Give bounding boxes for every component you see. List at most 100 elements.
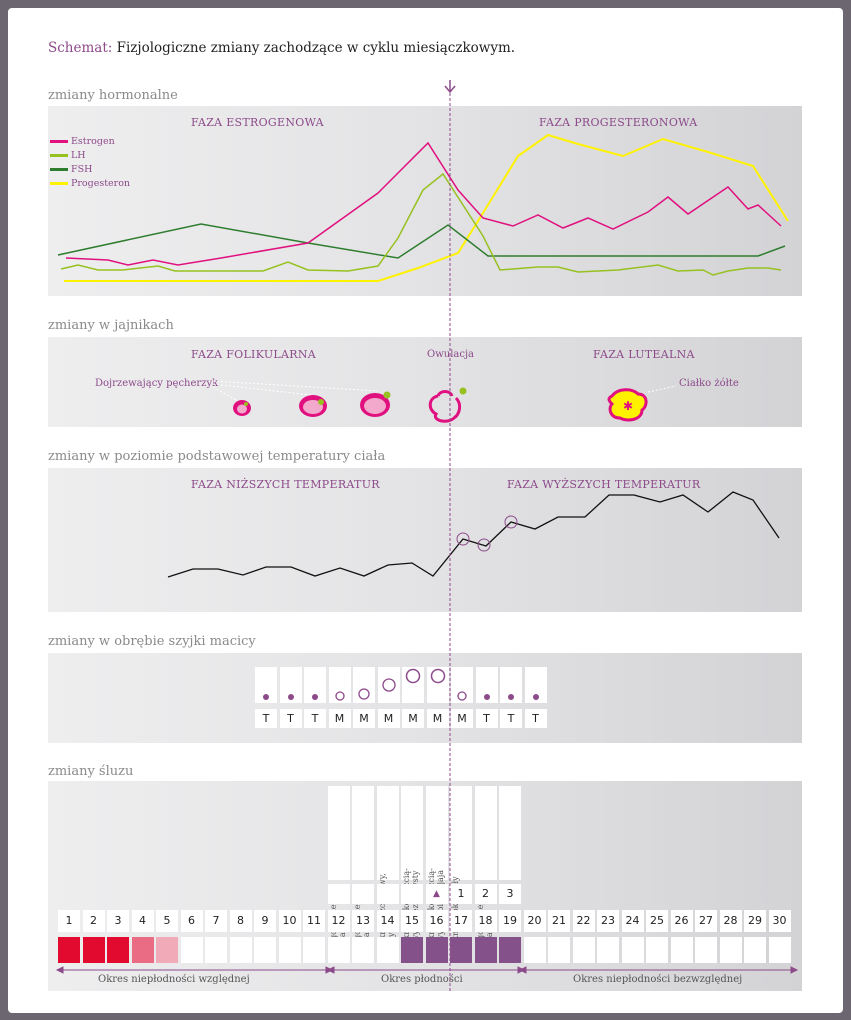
cervix-box [279, 667, 302, 703]
day-number: 30 [768, 910, 791, 932]
corpus-luteum-label: Ciałko żółte [679, 378, 739, 389]
legend-estrogen: Estrogen [50, 135, 130, 149]
svg-text:✱: ✱ [623, 399, 633, 413]
empty-cell [352, 884, 374, 904]
day-block [205, 937, 227, 963]
day-block [376, 937, 399, 963]
day-number: 22 [572, 910, 595, 932]
cervix-label: M [451, 709, 473, 728]
day-number: 14 [376, 910, 399, 932]
day-block [621, 937, 644, 963]
day-number: 20 [523, 910, 546, 932]
day-number: 9 [254, 910, 276, 932]
day-block [401, 937, 423, 963]
day-number: 25 [646, 910, 668, 932]
day-block [254, 937, 276, 963]
post-peak-day: 3 [499, 884, 521, 904]
hormone-legend: Estrogen LH FSH Progesteron [50, 135, 130, 191]
mucus-section-title: zmiany śluzu [48, 764, 134, 779]
cervix-box [451, 667, 473, 703]
day-number: 13 [352, 910, 374, 932]
day-number: 8 [229, 910, 252, 932]
cervix-label: M [377, 709, 400, 728]
phase-follicular: FAZA FOLIKULARNA [191, 348, 316, 361]
day-block [719, 937, 742, 963]
temperature-section-title: zmiany w poziomie podstawowej temperatur… [48, 449, 386, 464]
header-prefix: Schemat: [48, 40, 113, 56]
day-number: 24 [621, 910, 644, 932]
mucus-description: mokro śliśko, rozcią-gliwy, przezroczyst… [401, 786, 423, 952]
phase-higher-temp: FAZA WYŻSZYCH TEMPERATUR [507, 478, 701, 491]
period-absolute-infertility: Okres niepłodności bezwzględnej [573, 974, 743, 985]
temp-circle-2 [477, 538, 491, 552]
day-block [131, 937, 154, 963]
period-relative-infertility: Okres niepłodności względnej [98, 974, 250, 985]
day-number: 10 [278, 910, 301, 932]
temp-circle-1 [456, 532, 470, 546]
day-block [107, 937, 129, 963]
ovulation-marker [444, 80, 456, 993]
cervix-box [328, 667, 351, 703]
peak-marker: ▲ [425, 884, 448, 904]
day-number: 15 [401, 910, 423, 932]
day-block [646, 937, 668, 963]
day-block [695, 937, 717, 963]
hormones-section-title: zmiany hormonalne [48, 88, 178, 103]
diagram-card: Schemat: Fizjologiczne zmiany zachodzące… [8, 8, 843, 1013]
day-block [768, 937, 791, 963]
day-number: 29 [744, 910, 766, 932]
ovaries-panel [48, 337, 802, 427]
day-block [58, 937, 80, 963]
cervix-label: T [279, 709, 302, 728]
day-block [450, 937, 472, 963]
day-number: 19 [499, 910, 521, 932]
cervix-label: T [475, 709, 498, 728]
day-number: 21 [548, 910, 570, 932]
day-number: 3 [107, 910, 129, 932]
cervix-label: T [524, 709, 547, 728]
phase-lower-temp: FAZA NIŻSZYCH TEMPERATUR [191, 478, 380, 491]
day-number: 16 [425, 910, 448, 932]
cervix-box [353, 667, 375, 703]
day-number: 12 [327, 910, 350, 932]
mucus-description: wilgotno, lepki, żółtawy [352, 786, 374, 952]
phase-progesterone: FAZA PROGESTERONOWA [539, 116, 698, 129]
temperature-line [167, 491, 780, 578]
day-block [303, 937, 325, 963]
day-number: 17 [450, 910, 472, 932]
cervix-label: M [328, 709, 351, 728]
day-block [670, 937, 693, 963]
day-number: 5 [156, 910, 178, 932]
post-peak-day: 2 [474, 884, 497, 904]
follicle-2 [299, 395, 327, 417]
cervix-box [426, 667, 449, 703]
mucus-description: sucho [499, 786, 521, 961]
mucus-description: wilgotno, lepki, biały [450, 786, 472, 961]
day-number: 27 [695, 910, 717, 932]
empty-cell [376, 884, 399, 904]
day-block [180, 937, 203, 963]
cervix-box [402, 667, 424, 703]
cervix-box [524, 667, 547, 703]
header-title: Fizjologiczne zmiany zachodzące w cyklu … [116, 40, 516, 56]
cervix-label: M [426, 709, 449, 728]
mucus-description: mokro śliśko, rozcią-gliwy, jak białko j… [425, 786, 448, 952]
day-block [597, 937, 619, 963]
day-number: 4 [131, 910, 154, 932]
lh-line [60, 172, 782, 276]
phase-luteal: FAZA LUTEALNA [593, 348, 695, 361]
day-number: 23 [597, 910, 619, 932]
mucus-description: wilgotno, lepki, żółtawy [327, 786, 350, 952]
cervix-label: M [402, 709, 424, 728]
day-block [327, 937, 350, 963]
hormone-chart [57, 133, 789, 282]
day-number: 28 [719, 910, 742, 932]
cervix-box [255, 667, 277, 703]
cervix-section-title: zmiany w obrębie szyjki macicy [48, 634, 256, 649]
progesteron-line [64, 133, 789, 282]
day-number: 1 [58, 910, 80, 932]
day-number: 7 [205, 910, 227, 932]
day-block [229, 937, 252, 963]
follicle-3 [360, 391, 391, 417]
mucus-description: wilgotno, lepki, żółtawy [474, 786, 497, 952]
